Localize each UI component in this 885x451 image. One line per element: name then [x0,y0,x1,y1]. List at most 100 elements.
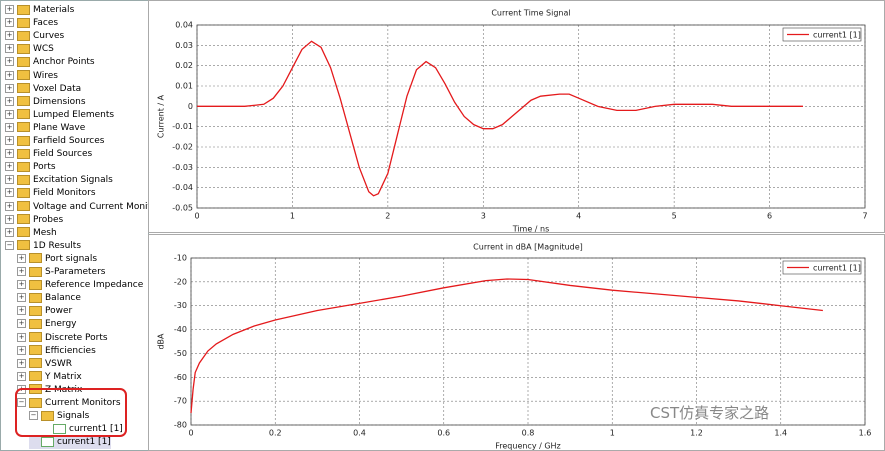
expander[interactable]: + [5,5,14,14]
icon [17,83,30,94]
icon [17,135,30,146]
x-tick-label: 0 [194,212,199,221]
expander[interactable]: + [5,214,14,224]
tree-item[interactable]: +2D/3D Results [5,449,97,450]
expander[interactable]: + [5,83,14,93]
tree-item[interactable]: + Port signals [17,253,97,266]
tree-label: Y Matrix [45,371,82,382]
expander[interactable]: + [17,319,26,329]
expander[interactable]: + [5,109,14,119]
chart: Current Time Signal Time / ns Current / A 0… [148,0,885,233]
tree-item[interactable]: + S-Parameters [17,266,105,279]
tree-label: Voxel Data [33,83,82,94]
tree-label: Balance [45,293,81,304]
tree-item[interactable]: − Signals [29,410,89,423]
tree-item[interactable]: + Materials [5,4,74,17]
tree-item[interactable]: + Anchor Points [5,56,95,69]
tree-item[interactable]: + Probes [5,214,63,227]
tree-label: Field Sources [33,149,93,160]
tree-item[interactable]: + Farfield Sources [5,135,104,148]
tree-item[interactable]: + Energy [17,318,77,331]
expander[interactable]: + [5,31,14,41]
icon [17,96,30,107]
tree-item[interactable]: + Curves [5,30,64,43]
tree-item[interactable]: + WCS [5,43,54,56]
tree-label: Reference Impedance [45,280,144,291]
tree-item[interactable]: + Lumped Elements [5,109,114,122]
y-tick-label: -10 [174,254,187,263]
tree-item[interactable]: + Faces [5,17,58,30]
expander[interactable]: + [5,18,14,28]
expander[interactable]: + [5,227,14,237]
plot-frame [190,257,866,426]
expander[interactable]: − [17,398,26,407]
tree-item[interactable]: + Ports [5,161,56,174]
tree-item[interactable]: + Field Monitors [5,187,96,200]
tree-item[interactable]: + Voltage and Current Monitors [5,201,148,214]
highlight [15,388,127,437]
tree-item[interactable]: + Discrete Ports [17,332,108,345]
icon [17,214,30,225]
tree-item[interactable]: − 1D Results [5,240,81,253]
expander[interactable]: + [5,162,14,172]
x-tick-label: 1 [610,429,615,438]
y-tick-label: -40 [174,325,187,334]
tree-label: Probes [33,214,64,225]
tree-item[interactable]: +current1 [1] [41,423,123,436]
tree-item[interactable]: + Wires [5,70,58,83]
plot-frame [196,24,866,209]
tree-item[interactable]: + Y Matrix [17,371,82,384]
expander[interactable]: + [5,57,14,67]
tree-label: Materials [33,5,75,15]
expander[interactable]: + [5,44,14,54]
expander[interactable]: + [17,332,26,342]
expander[interactable]: − [29,411,38,421]
expander[interactable]: + [17,358,26,368]
legend-box [782,27,862,42]
tree-label: VSWR [45,358,73,369]
expander[interactable]: + [17,306,26,316]
tree-item[interactable]: + Field Sources [5,148,92,161]
expander[interactable]: + [5,70,14,80]
tree-label: Field Monitors [33,188,96,199]
tree-item[interactable]: + Efficiencies [17,345,96,358]
x-tick-label: 4 [576,212,581,221]
y-tick-label: -0.01 [172,122,193,131]
expander[interactable]: − [5,240,14,250]
expander[interactable]: + [17,280,26,290]
tree-label: WCS [33,44,54,55]
expander[interactable]: + [5,201,14,211]
expander[interactable]: + [5,96,14,106]
y-tick-label: 0.01 [175,82,193,91]
tree-item[interactable]: + Excitation Signals [5,174,113,187]
tree-item[interactable]: + Reference Impedance [17,279,143,292]
y-tick-label: -0.03 [172,163,193,172]
tree-item[interactable]: + Power [17,305,72,318]
tree-item[interactable]: − Current Monitors [17,397,121,410]
expander[interactable]: + [5,149,14,159]
x-tick-label: 0.2 [269,429,282,438]
icon [17,174,30,185]
tree-item[interactable]: + Plane Wave [5,122,85,135]
expander[interactable]: + [17,371,26,381]
tree-item[interactable]: + Balance [17,292,81,305]
tree-item[interactable]: + Voxel Data [5,83,81,96]
icon [17,17,30,28]
y-tick-label: 0.03 [175,41,193,50]
expander[interactable]: + [5,188,14,198]
tree-item[interactable]: +current1 [1] [29,436,111,450]
expander[interactable]: + [17,253,26,263]
x-tick-label: 7 [862,212,867,221]
tree-item[interactable]: + Dimensions [5,96,86,109]
expander[interactable]: + [5,175,14,185]
expander[interactable]: + [17,293,26,303]
x-tick-label: 0 [188,429,193,438]
expander[interactable]: + [17,345,26,355]
tree-item[interactable]: + VSWR [17,358,72,371]
tree-label: Curves [33,31,65,42]
expander[interactable]: + [17,267,26,276]
expander[interactable]: + [5,122,14,132]
y-tick-label: -60 [174,373,187,382]
expander[interactable]: + [5,136,14,145]
tree-item[interactable]: + Mesh [5,227,57,240]
